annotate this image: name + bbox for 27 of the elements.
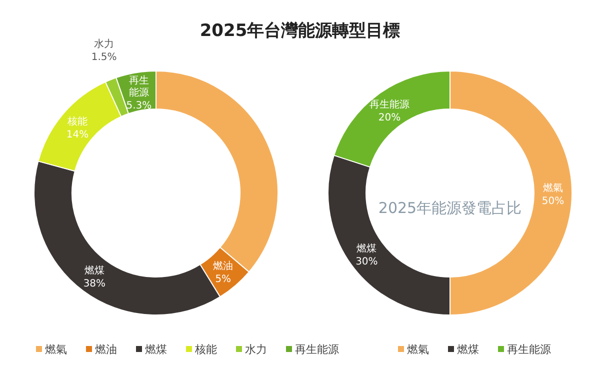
slice-label: 再生能源 [369,98,410,111]
data-label: 5% [215,274,232,286]
legend-label: 再生能源 [507,343,551,356]
data-label: 5.3% [126,100,152,112]
data-label: 50% [542,196,564,207]
data-label: 38% [83,278,106,290]
legend-label: 再生能源 [295,343,339,356]
legend-label: 燃氣 [45,343,67,356]
slice-label: 再生能源 [128,74,149,98]
legend-label: 燃氣 [407,343,429,356]
data-label: 14% [66,129,89,140]
data-label: 20% [378,112,401,124]
chart-title: 2025年台灣能源轉型目標 [200,21,400,41]
text: 2025年能源發電占比 [378,199,522,217]
slice-label: 燃氣 [543,182,563,194]
legend-label: 燃煤 [145,343,167,356]
legend-label: 燃煤 [457,343,479,356]
legend-label: 燃油 [95,343,117,356]
slice-label: 燃油 [213,260,234,272]
legend-label: 水力 [245,343,267,356]
slice-label: 核能 [66,115,88,128]
data-label: 1.5% [91,52,117,63]
legend-label: 核能 [194,343,217,356]
data-label: 30% [356,256,378,268]
slice-label: 水力 [94,38,114,50]
slice-label: 燃煤 [356,242,377,255]
slice-label: 燃煤 [84,264,104,277]
